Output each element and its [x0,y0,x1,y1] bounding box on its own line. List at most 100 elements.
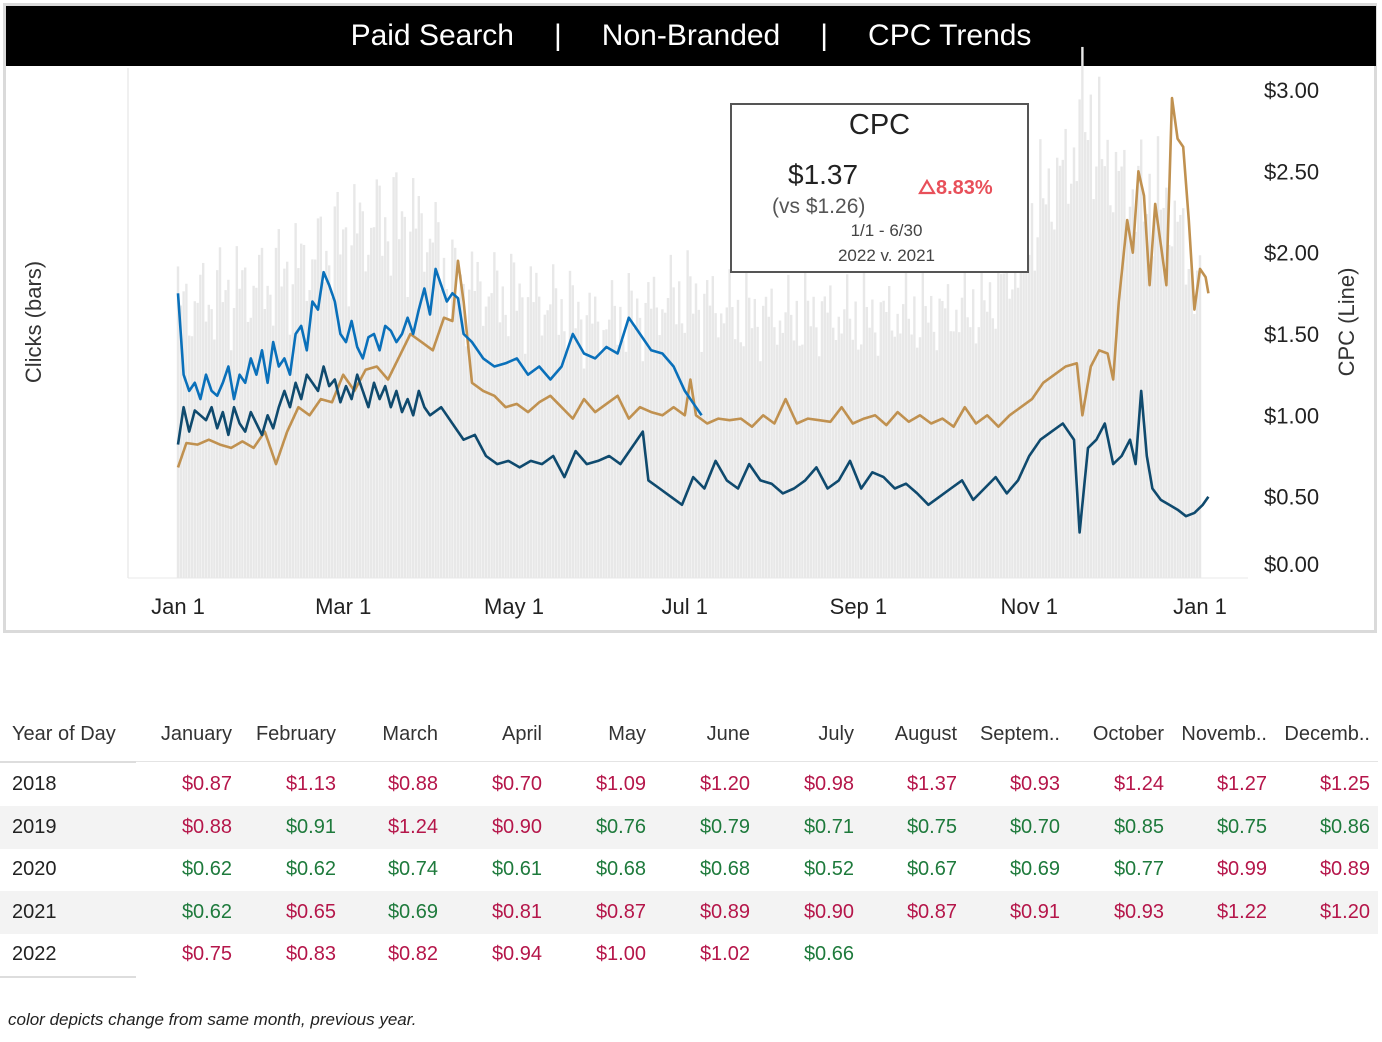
clicks-bar [196,302,199,578]
clicks-bar [241,270,244,578]
clicks-bar [1047,168,1050,578]
clicks-bar [364,271,367,578]
x-tick-label: Nov 1 [1000,594,1057,619]
cpc-cell: $0.93 [1113,900,1164,923]
clicks-bar [1173,200,1176,578]
cpc-line-series-3 [176,365,1210,534]
clicks-bar [462,283,465,578]
clicks-bar [924,306,927,578]
clicks-bar [1044,204,1048,578]
clicks-bar [207,304,210,578]
clicks-bar [680,323,684,578]
clicks-bar [661,309,664,578]
clicks-bar [288,334,292,578]
clicks-bar [328,265,331,578]
clicks-bar [988,282,992,578]
footnote: color depicts change from same month, pr… [8,1010,417,1029]
clicks-bar [963,266,966,578]
clicks-bar [627,273,630,578]
clicks-bar [1042,198,1045,578]
clicks-bar [297,268,300,578]
clicks-bar [848,318,852,578]
cpc-cell: $0.86 [1319,815,1370,838]
clicks-bar [790,314,793,578]
clicks-bar [403,216,406,578]
clicks-bar [1179,214,1182,578]
clicks-bar [381,255,384,579]
cpc-cell: $0.62 [285,858,336,881]
cpc-cell: $0.89 [1319,858,1370,881]
clicks-bar [647,282,650,578]
clicks-bar [840,333,843,578]
header-divider [0,761,136,763]
table-row: 2022 $0.75 $0.83 $0.82 $0.94 $1.00 $1.02 $0.66 [0,933,1378,976]
clicks-bar [1089,94,1092,578]
clicks-bar [543,314,546,578]
clicks-bar [610,280,614,578]
x-tick-label: Mar 1 [315,594,371,619]
triangle-up-icon [918,178,936,195]
clicks-bar [1084,132,1087,578]
clicks-bar [1126,229,1129,578]
clicks-bar [437,222,440,578]
kpi-previous-value: (vs $1.26) [772,195,866,218]
cpc-cell: $0.76 [595,815,646,838]
clicks-bar [442,257,446,578]
clicks-bar [829,285,832,578]
clicks-bar [202,262,205,578]
clicks-bar [468,289,471,578]
clicks-bar [949,331,952,578]
clicks-bar [720,313,723,578]
table-row: 2020 $0.62 $0.62 $0.74 $0.61 $0.68 $0.68 $0.52 $… [0,848,1378,891]
clicks-bar [638,317,642,578]
clicks-bar [389,275,392,578]
clicks-bar [224,290,227,578]
clicks-bar [1092,199,1095,578]
clicks-bar [974,343,978,578]
cpc-cell: $0.71 [803,815,854,838]
right-axis-tick-label: $1.50 [1264,322,1319,347]
clicks-bar [666,298,670,578]
column-header: January [160,723,232,745]
cpc-cell: $0.66 [803,943,854,966]
cpc-cell: $1.09 [595,773,646,795]
clicks-bar [650,308,653,578]
cpc-cell: $0.77 [1113,858,1164,881]
clicks-bar [392,177,395,578]
clicks-bar [434,202,437,578]
clicks-bar [350,245,353,578]
title-part: Non-Branded [601,19,781,52]
cpc-cell: $0.68 [595,858,646,881]
clicks-bar [865,307,868,578]
clicks-bar [1050,221,1053,578]
cpc-cell: $0.81 [491,900,542,923]
clicks-bar [330,297,334,578]
clicks-bar [529,266,532,578]
clicks-bar [1022,194,1025,579]
clicks-bar [806,300,810,578]
clicks-bar [1170,246,1174,578]
clicks-bar [697,309,700,578]
clicks-bar [1182,208,1185,578]
clicks-bar [1159,209,1162,578]
clicks-bar [1198,255,1202,579]
clicks-bar [493,252,496,579]
clicks-bar [1162,207,1165,578]
clicks-bar [428,238,432,579]
cpc-cell: $0.52 [803,858,854,881]
cpc-cell: $0.70 [1009,815,1060,838]
row-year: 2022 [12,943,57,966]
clicks-bar [826,312,829,578]
column-header: March [382,723,438,745]
clicks-bar [375,179,378,578]
cpc-cell: $1.24 [1113,773,1164,795]
clicks-bar [255,287,258,578]
clicks-bar [1123,149,1126,578]
clicks-bar [823,296,826,578]
clicks-bar [1148,173,1151,578]
right-axis-tick-label: $2.00 [1264,241,1319,266]
clicks-bar [944,308,947,578]
clicks-bar [736,299,740,578]
clicks-bar [358,202,362,578]
clicks-bar [1000,274,1003,578]
